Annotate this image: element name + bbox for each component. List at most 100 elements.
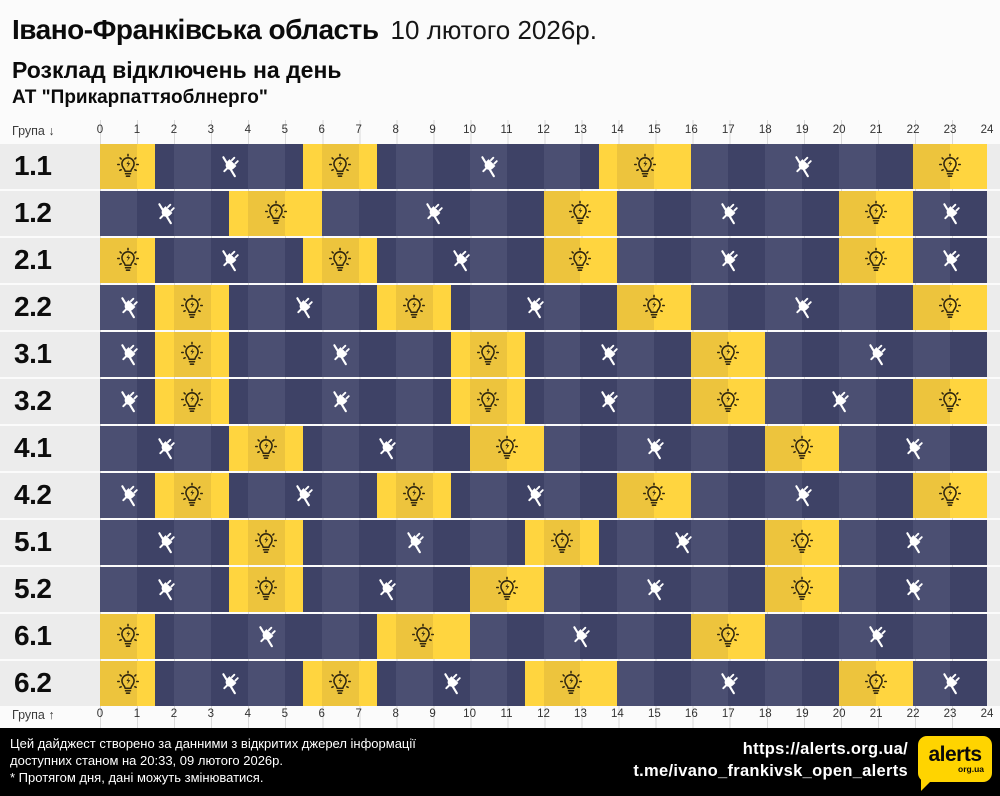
power-off-cell (857, 332, 877, 377)
hour-tick-label: 10 (463, 708, 476, 720)
power-on-cell (284, 567, 304, 612)
power-off-cell (488, 144, 508, 189)
power-off-cell (358, 426, 378, 471)
plug-off-icon (151, 576, 178, 603)
group-label: 6.1 (14, 620, 52, 651)
power-off-cell (173, 520, 193, 565)
power-off-cell (765, 661, 785, 706)
power-on-cell (820, 567, 840, 612)
power-on-cell (894, 661, 914, 706)
power-off-cell (672, 614, 692, 659)
power-off-cell (765, 332, 785, 377)
power-off-cell (192, 426, 212, 471)
power-on-cell (451, 614, 471, 659)
power-off-cell (894, 285, 914, 330)
power-off-cell (321, 567, 341, 612)
plug-off-icon (669, 529, 696, 556)
power-on-cell (266, 426, 286, 471)
hour-tick-label: 16 (684, 708, 698, 720)
power-off-cell (155, 144, 175, 189)
power-on-cell (598, 661, 618, 706)
group-label: 5.1 (14, 526, 52, 557)
power-off-cell (820, 473, 840, 518)
power-off-cell (488, 520, 508, 565)
group-label: 2.1 (14, 244, 52, 275)
plug-off-icon (419, 200, 446, 227)
lightbulb-icon (567, 247, 594, 274)
alerts-site-link[interactable]: https://alerts.org.ua/ (742, 740, 908, 758)
schedule-track (100, 144, 988, 189)
power-on-cell (839, 238, 859, 283)
power-off-cell (451, 285, 471, 330)
power-off-cell (266, 661, 286, 706)
hour-tick-label: 7 (355, 708, 362, 720)
power-on-cell (672, 473, 692, 518)
hour-tick-label: 24 (980, 124, 994, 136)
hour-tick-label: 22 (906, 124, 920, 136)
power-on-cell (173, 473, 193, 518)
power-on-cell (155, 332, 175, 377)
schedule-row-3.1: 3.1 (0, 332, 1000, 377)
power-off-cell (839, 144, 859, 189)
power-off-cell (358, 379, 378, 424)
power-off-cell (968, 238, 988, 283)
power-off-cell (321, 426, 341, 471)
power-off-cell (709, 473, 729, 518)
power-on-cell (728, 379, 748, 424)
lightbulb-icon (114, 670, 141, 697)
lightbulb-icon (253, 435, 280, 462)
power-on-cell (395, 473, 415, 518)
lightbulb-icon (327, 247, 354, 274)
power-off-cell (395, 332, 415, 377)
power-off-cell (839, 426, 859, 471)
power-off-cell (229, 144, 249, 189)
schedule-row-6.1: 6.1 (0, 614, 1000, 659)
power-off-cell (876, 473, 896, 518)
power-off-cell (118, 520, 138, 565)
power-on-cell (210, 285, 230, 330)
hour-tick-label: 23 (943, 708, 957, 720)
power-off-cell (617, 520, 637, 565)
hour-tick-label: 5 (281, 124, 288, 136)
power-on-cell (598, 191, 618, 236)
power-off-cell (931, 426, 951, 471)
power-off-cell (543, 332, 563, 377)
schedule-row-5.1: 5.1 (0, 520, 1000, 565)
power-off-cell (876, 332, 896, 377)
power-on-cell (913, 144, 933, 189)
power-off-cell (488, 614, 508, 659)
power-on-cell (414, 285, 434, 330)
schedule-row-4.2: 4.2 (0, 473, 1000, 518)
power-off-cell (303, 473, 323, 518)
power-off-cell (802, 614, 822, 659)
power-off-cell (395, 238, 415, 283)
power-off-cell (691, 144, 711, 189)
power-off-cell (820, 614, 840, 659)
power-off-cell (155, 238, 175, 283)
power-off-cell (414, 661, 434, 706)
lightbulb-icon (937, 388, 964, 415)
hour-tick-label: 9 (429, 124, 436, 136)
power-off-cell (303, 520, 323, 565)
power-off-cell (136, 191, 156, 236)
power-on-cell (506, 567, 526, 612)
power-off-cell (506, 144, 526, 189)
power-off-cell (857, 614, 877, 659)
power-off-cell (876, 520, 896, 565)
power-off-cell (284, 661, 304, 706)
power-off-cell (654, 614, 674, 659)
power-off-cell (691, 238, 711, 283)
power-off-cell (136, 426, 156, 471)
power-off-cell (377, 332, 397, 377)
power-off-cell (839, 567, 859, 612)
lightbulb-icon (567, 200, 594, 227)
telegram-channel-link[interactable]: t.me/ivano_frankivsk_open_alerts (633, 762, 908, 780)
power-off-cell (876, 285, 896, 330)
power-off-cell (210, 426, 230, 471)
plug-off-icon (327, 388, 354, 415)
power-off-cell (266, 473, 286, 518)
power-off-cell (950, 614, 969, 659)
plug-off-icon (900, 435, 927, 462)
power-off-cell (469, 520, 489, 565)
schedule-track (100, 614, 988, 659)
